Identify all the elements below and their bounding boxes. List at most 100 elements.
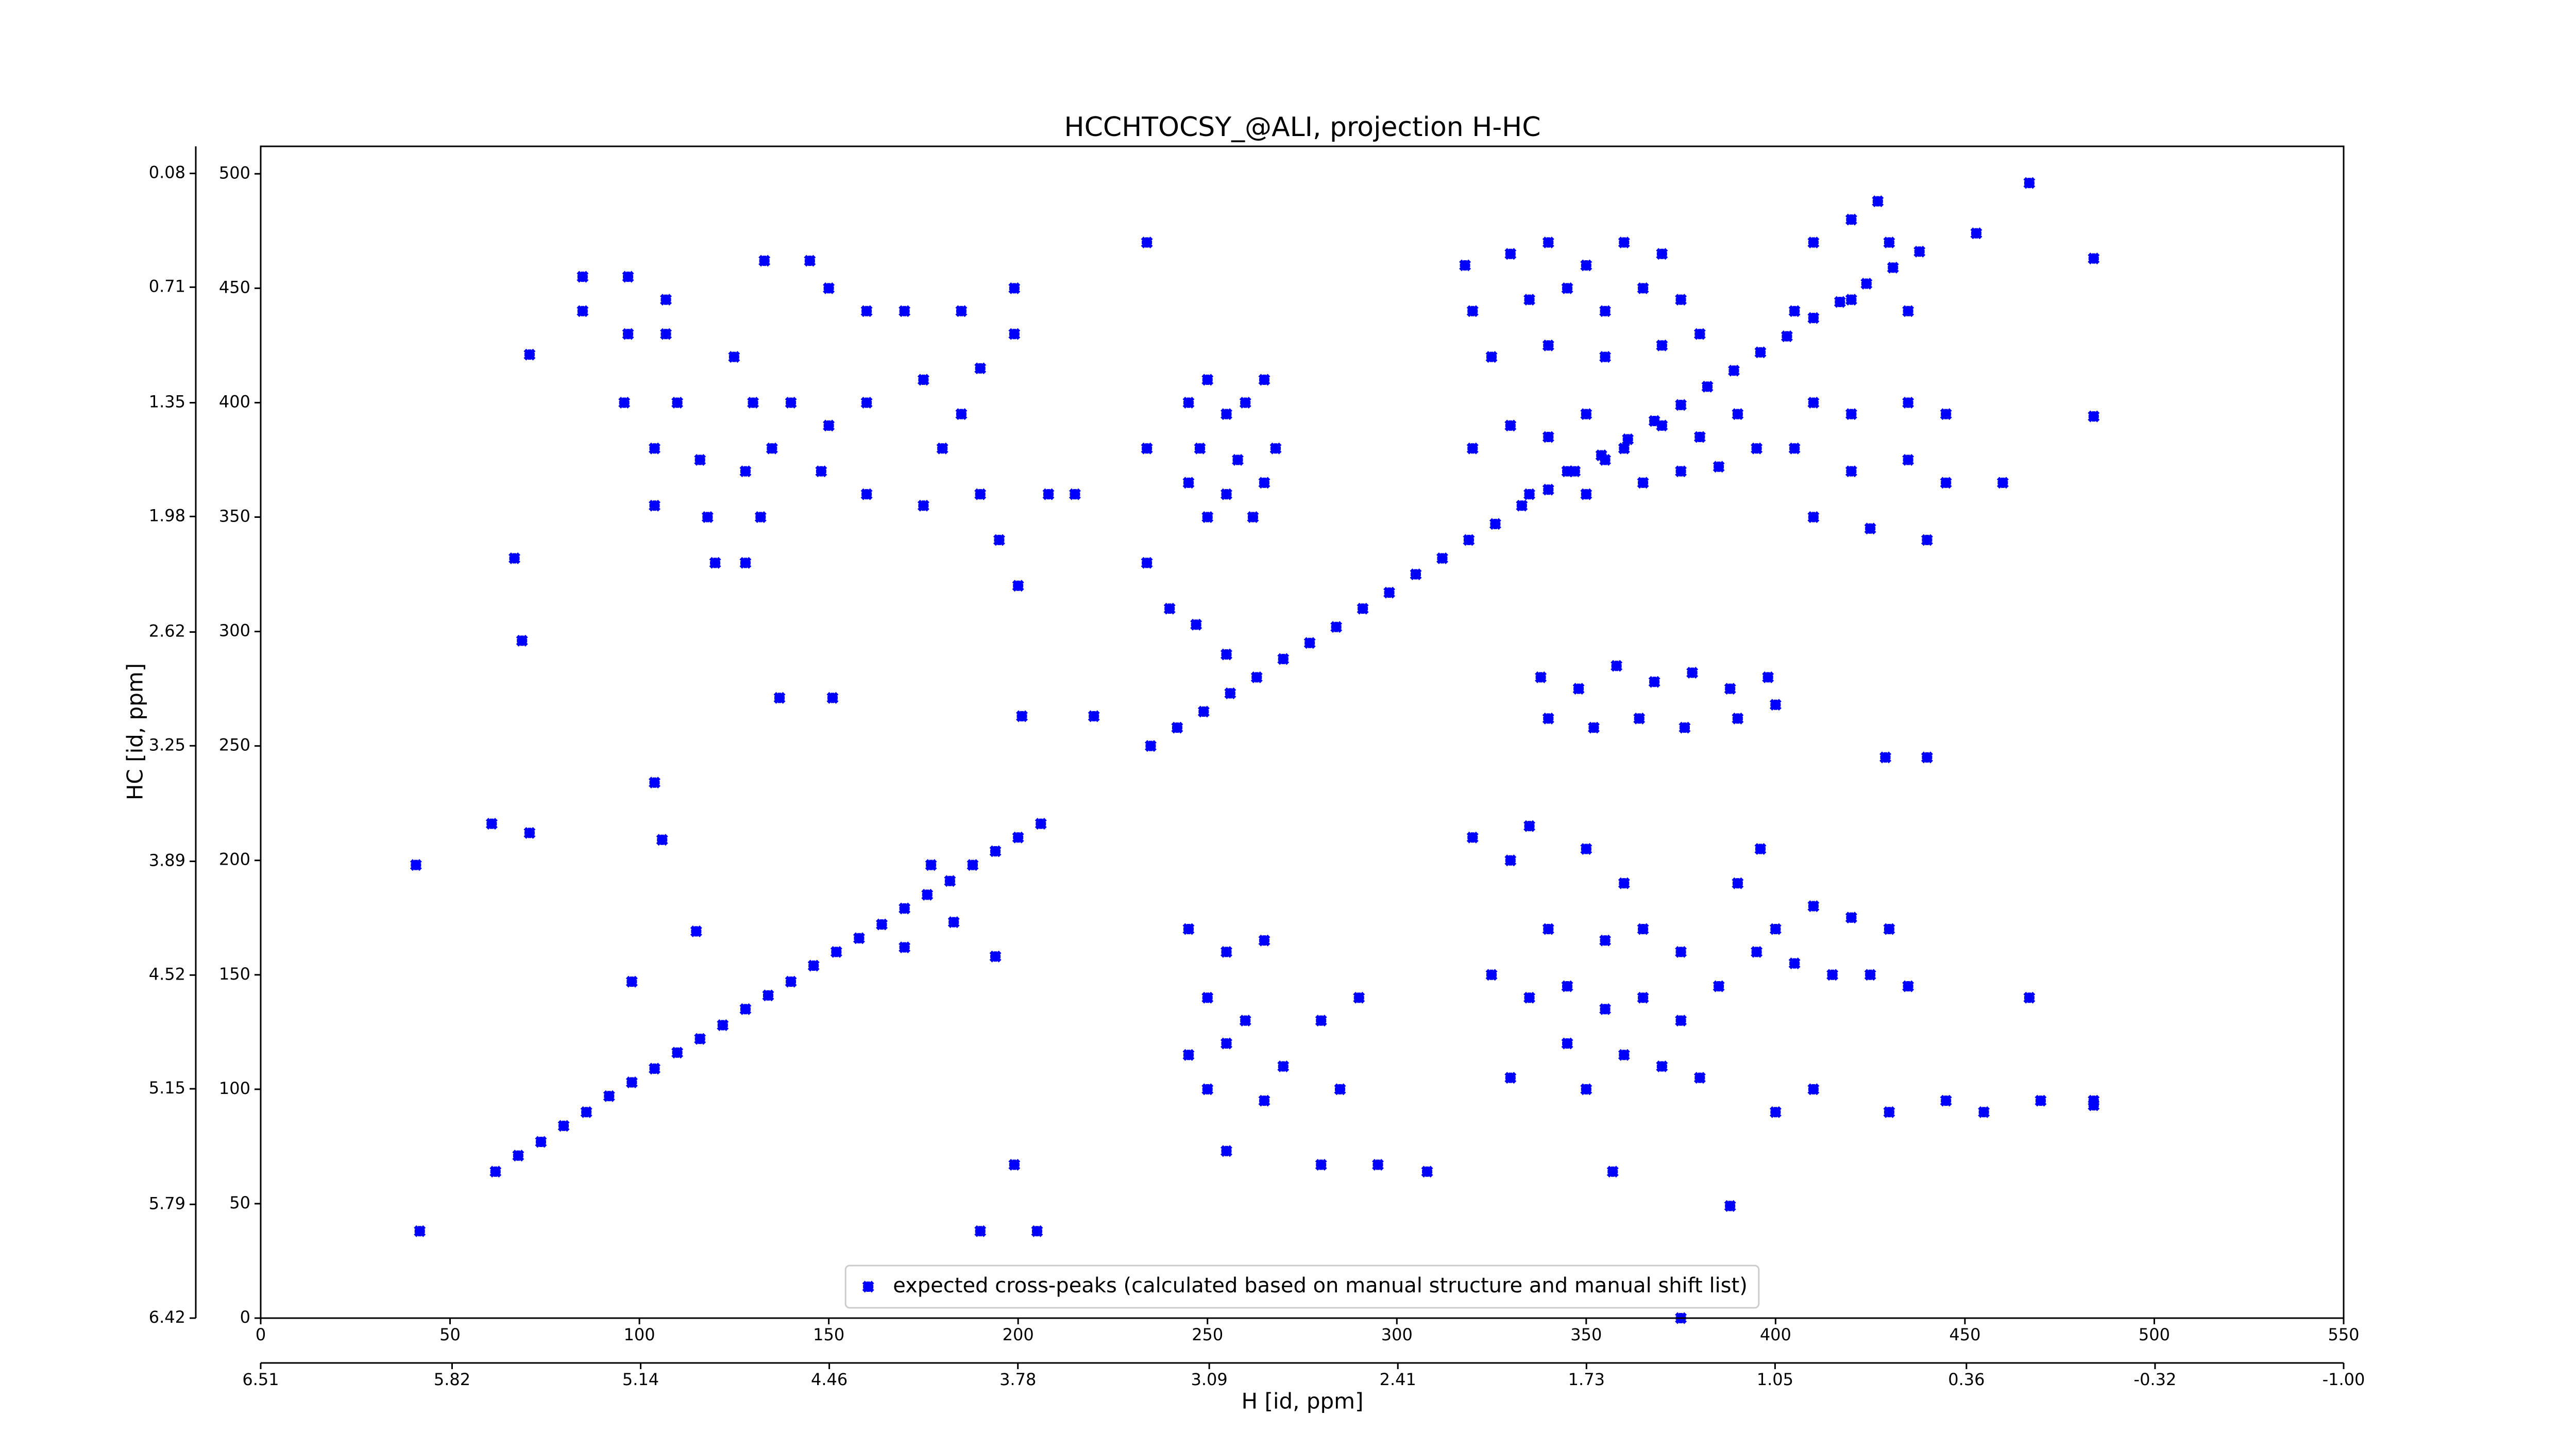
cross-peak <box>823 419 835 432</box>
cross-peak <box>1372 1158 1384 1171</box>
cross-peak <box>1008 282 1021 294</box>
cross-peak <box>1247 511 1259 523</box>
cross-peak <box>1523 488 1536 500</box>
cross-peak <box>1845 408 1857 420</box>
cross-peak <box>1141 557 1153 569</box>
cross-peak <box>1221 946 1232 958</box>
cross-peak <box>1269 442 1282 454</box>
cross-peak <box>1845 465 1857 478</box>
cross-peak <box>1504 1072 1517 1084</box>
y-tick-label: 200 <box>219 850 250 869</box>
cross-peak <box>410 859 422 871</box>
cross-peak <box>1190 618 1202 631</box>
cross-peak <box>523 348 536 361</box>
cross-peak <box>1807 312 1820 324</box>
cross-peak <box>1686 667 1699 679</box>
cross-peak <box>1239 396 1251 409</box>
cross-peak <box>1277 653 1290 665</box>
cross-peak <box>1250 671 1263 683</box>
cross-peak <box>860 396 873 409</box>
cross-peak <box>660 328 672 340</box>
cross-peak <box>925 859 937 871</box>
cross-peak <box>773 692 786 704</box>
cross-peak <box>826 692 839 704</box>
cross-peak <box>1171 721 1183 734</box>
cross-peak <box>1732 408 1744 420</box>
cross-peak <box>754 511 767 523</box>
y-tick-label: 250 <box>219 735 250 755</box>
cross-peak <box>622 271 634 283</box>
y-tick-label: 0 <box>240 1307 250 1327</box>
cross-peak <box>1845 213 1857 226</box>
cross-peak <box>557 1120 570 1132</box>
cross-peak <box>1618 237 1630 249</box>
cross-peak <box>1542 923 1554 935</box>
plot-area <box>261 146 2344 1318</box>
cross-peak <box>1258 477 1270 489</box>
y-axis-label: HC [id, ppm] <box>123 663 148 800</box>
cross-peak <box>1008 328 1021 340</box>
cross-peak <box>1144 740 1157 752</box>
cross-peak <box>523 827 536 839</box>
cross-peak <box>944 875 956 887</box>
cross-peak <box>577 305 589 317</box>
cross-peak <box>1315 1015 1327 1027</box>
cross-peak <box>823 282 835 294</box>
cross-peak <box>1504 854 1517 867</box>
cross-peak <box>2035 1094 2047 1107</box>
x-tick-label: 250 <box>1192 1325 1223 1344</box>
cross-peak <box>671 396 684 409</box>
cross-peak <box>622 328 634 340</box>
y-tick-label: 350 <box>219 507 250 526</box>
cross-peak <box>1523 991 1536 1004</box>
cross-peak <box>1542 339 1554 351</box>
plot-frame <box>260 145 2345 1319</box>
cross-peak <box>656 834 668 846</box>
cross-peak <box>1656 248 1668 260</box>
cross-peak <box>860 305 873 317</box>
cross-peak <box>1516 499 1528 512</box>
cross-peak <box>1410 568 1422 581</box>
cross-peak <box>1459 259 1471 272</box>
y2-tick-label: 2.62 <box>149 621 185 641</box>
cross-peak <box>1485 351 1498 363</box>
cross-peak <box>1201 374 1214 386</box>
y-tick-label: 300 <box>219 621 250 641</box>
cross-peak <box>1675 399 1687 411</box>
cross-peak <box>1201 991 1214 1004</box>
cross-peak <box>1751 946 1763 958</box>
cross-peak <box>1921 751 1933 764</box>
cross-peak <box>1656 1060 1668 1072</box>
cross-peak <box>1701 380 1714 393</box>
y-tick-label: 450 <box>219 277 250 297</box>
cross-peak <box>921 888 934 901</box>
cross-peak <box>1258 1094 1270 1107</box>
y2-tick-label: 6.42 <box>149 1307 185 1327</box>
cross-peak <box>785 975 797 988</box>
cross-peak <box>1221 408 1232 420</box>
cross-peak <box>728 351 740 363</box>
x-tick-label: 450 <box>1949 1325 1980 1344</box>
cross-peak <box>649 442 660 454</box>
cross-peak <box>1239 1015 1251 1027</box>
legend-marker <box>862 1280 874 1293</box>
x-tick-label: 350 <box>1570 1325 1602 1344</box>
x-tick-label: 150 <box>813 1325 844 1344</box>
cross-peak <box>1940 408 1952 420</box>
cross-peak <box>1637 282 1649 294</box>
x2-tick-label: -1.00 <box>2323 1370 2365 1389</box>
cross-peak <box>1883 1106 1895 1118</box>
cross-peak <box>1693 431 1706 443</box>
cross-peak <box>489 1166 502 1178</box>
cross-peak <box>1769 1106 1782 1118</box>
cross-peak <box>577 271 589 283</box>
cross-peak <box>1788 442 1801 454</box>
cross-peak <box>625 1076 638 1089</box>
cross-peak <box>974 488 987 500</box>
x2-tick-label: 1.05 <box>1757 1370 1793 1389</box>
cross-peak <box>1088 710 1100 722</box>
cross-peak <box>1330 621 1343 633</box>
cross-peak <box>2023 991 2036 1004</box>
cross-peak <box>1826 969 1839 981</box>
cross-peak <box>1879 751 1892 764</box>
